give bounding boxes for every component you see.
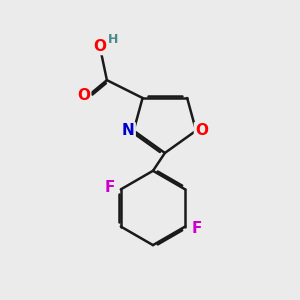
- Text: F: F: [191, 221, 202, 236]
- Text: O: O: [195, 123, 208, 138]
- Text: O: O: [77, 88, 90, 103]
- Text: N: N: [122, 123, 135, 138]
- Text: H: H: [108, 33, 118, 46]
- Text: O: O: [93, 39, 106, 54]
- Text: F: F: [104, 179, 115, 194]
